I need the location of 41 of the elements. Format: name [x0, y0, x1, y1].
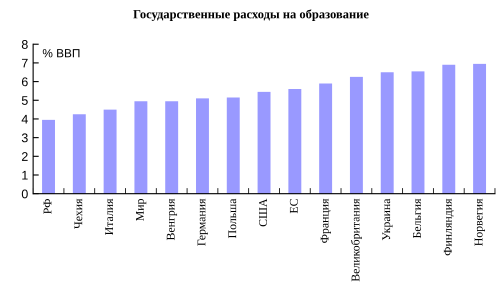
x-tick-label: Германия: [198, 198, 208, 246]
x-tick-label: Франция: [320, 198, 331, 243]
x-tick-label: Великобритания: [350, 198, 362, 282]
x-tick-label: Мир: [136, 199, 146, 221]
bar: [226, 97, 240, 194]
x-tick-label: ЕС: [290, 199, 298, 214]
y-tick-label: 6: [22, 77, 28, 86]
bar: [319, 83, 332, 194]
bar: [473, 64, 486, 194]
x-tick-label: Италия: [105, 198, 114, 236]
bar: [288, 89, 302, 194]
bar: [104, 110, 117, 194]
bar: [72, 114, 86, 194]
bar: [442, 64, 456, 194]
bar: [412, 71, 424, 194]
x-tick-label: Украина: [382, 198, 393, 240]
bar: [42, 120, 55, 194]
y-tick-label: 2: [22, 152, 28, 161]
y-tick-label: 1: [22, 170, 28, 180]
y-tick-label: 0: [22, 189, 28, 198]
y-axis-title: % ВВП: [42, 49, 80, 58]
x-tick-label: Польша: [228, 198, 236, 238]
bar: [350, 76, 363, 194]
x-tick-label: Чехия: [74, 198, 82, 229]
x-tick-label: Норвегия: [474, 198, 485, 246]
bar: [380, 72, 394, 194]
bar: [134, 101, 148, 194]
y-tick-label: 4: [22, 114, 28, 124]
bar: [196, 98, 209, 194]
x-tick-label: Бельгия: [413, 198, 421, 238]
y-tick-label: 5: [22, 96, 28, 105]
y-tick-label: 8: [22, 40, 28, 49]
x-tick-label: Венгрия: [166, 198, 178, 240]
y-tick-label: 7: [22, 58, 28, 68]
x-tick-label: РФ: [44, 199, 52, 214]
y-tick-label: 3: [22, 133, 28, 142]
bar: [258, 92, 271, 194]
x-tick-label: Финляндия: [444, 198, 454, 256]
bar: [165, 101, 178, 194]
x-tick-label: США: [259, 198, 268, 226]
chart-title: Государственные расходы на образование: [133, 9, 369, 21]
